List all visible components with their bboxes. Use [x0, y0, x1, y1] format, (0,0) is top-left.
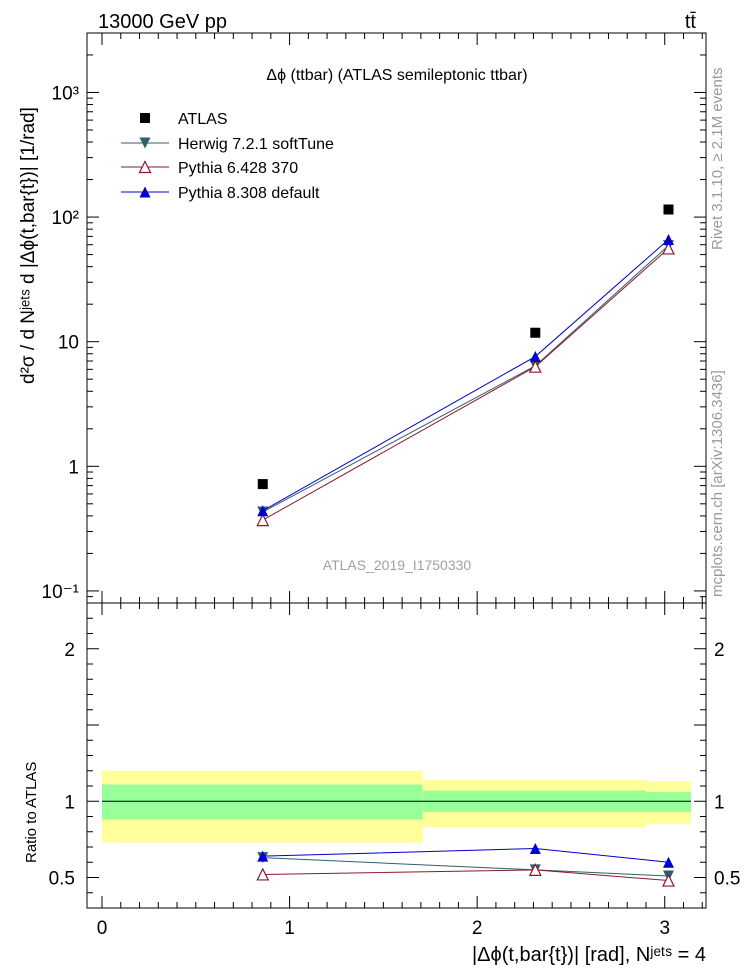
ratio-band-inner-0: [102, 784, 423, 820]
main-y-tick-label: 10⁻¹: [42, 582, 80, 603]
main-data-point: [528, 359, 542, 373]
ratio-y-tick-label-right: 2: [714, 640, 725, 661]
ratio-data-point: [256, 867, 270, 881]
main-data-point: [530, 327, 541, 338]
ratio-y-tick-label-right: 1: [714, 792, 725, 813]
y-axis-label-ratio: Ratio to ATLAS: [23, 762, 40, 863]
legend-marker: [139, 137, 151, 149]
mcplots-label: mcplots.cern.ch [arXiv:1306.3436]: [709, 370, 726, 597]
main-data-point: [662, 234, 674, 246]
main-data-point: [256, 513, 270, 527]
main-data-point: [662, 241, 675, 255]
legend-label: Pythia 6.428 370: [178, 160, 298, 177]
ratio-series-line: [262, 869, 669, 882]
legend-label: Pythia 8.308 default: [178, 185, 320, 202]
main-data-point: [257, 479, 268, 490]
x-tick-label: 2: [472, 918, 483, 939]
main-series-line: [262, 239, 669, 512]
ratio-y-tick-label-right: 0.5: [714, 869, 740, 890]
ratio-band-inner-2: [645, 792, 691, 812]
main-data-point: [257, 505, 269, 517]
y-axis-label-main: d²σ / d Nʲᵉᵗˢ d |Δϕ(t,bar{t})| [1/rad]: [18, 107, 39, 384]
main-y-tick-label: 10²: [52, 208, 79, 229]
legend-label: Herwig 7.2.1 softTune: [178, 136, 334, 153]
ratio-y-tick-label: 2: [64, 640, 75, 661]
ratio-plot-frame: [86, 602, 707, 909]
ratio-data-point: [662, 873, 675, 887]
legend-marker: [140, 113, 150, 123]
rivet-label: Rivet 3.1.10, ≥ 2.1M events: [709, 68, 726, 251]
legend-label: ATLAS: [178, 111, 228, 128]
x-tick-label: 3: [659, 918, 670, 939]
main-y-tick-label: 1: [68, 457, 79, 478]
main-data-point: [663, 204, 674, 215]
main-series-line: [262, 245, 669, 513]
legend-marker: [138, 160, 152, 174]
ratio-data-point: [529, 843, 541, 855]
header-left: 13000 GeV pp: [98, 11, 227, 33]
ratio-data-point: [528, 863, 542, 876]
x-tick-label: 1: [284, 918, 295, 939]
ratio-y-tick-label: 1: [64, 792, 75, 813]
main-y-tick-label: 10³: [52, 83, 79, 104]
ratio-y-tick-label: 0.5: [49, 869, 75, 890]
legend-marker: [139, 186, 151, 198]
ratio-data-point: [662, 856, 674, 868]
watermark: ATLAS_2019_I1750330: [323, 557, 472, 573]
header-right: tt̄: [685, 11, 697, 33]
main-title: Δϕ (ttbar) (ATLAS semileptonic ttbar): [266, 67, 527, 84]
x-tick-label: 0: [97, 918, 108, 939]
main-data-point: [529, 351, 541, 363]
ratio-data-point: [257, 850, 269, 862]
x-axis-label: |Δϕ(t,bar{t})| [rad], Nʲᵉᵗˢ = 4: [472, 944, 706, 966]
main-y-tick-label: 10: [58, 333, 79, 354]
